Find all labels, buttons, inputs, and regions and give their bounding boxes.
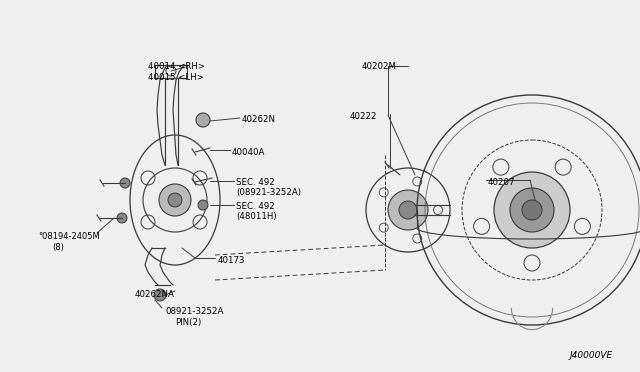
Circle shape: [524, 255, 540, 271]
Text: (48011H): (48011H): [236, 212, 276, 221]
Text: J40000VE: J40000VE: [570, 351, 613, 360]
Text: (08921-3252A): (08921-3252A): [236, 188, 301, 197]
Text: 40222: 40222: [350, 112, 378, 121]
Circle shape: [198, 200, 208, 210]
Circle shape: [388, 190, 428, 230]
Circle shape: [494, 172, 570, 248]
Circle shape: [493, 159, 509, 175]
Text: 08921-3252A: 08921-3252A: [165, 307, 223, 316]
Circle shape: [575, 218, 591, 234]
Text: 40207: 40207: [488, 178, 515, 187]
Text: 40014 <RH>: 40014 <RH>: [148, 62, 205, 71]
Circle shape: [168, 193, 182, 207]
Text: °08194-2405M: °08194-2405M: [38, 232, 100, 241]
Circle shape: [555, 159, 571, 175]
Circle shape: [120, 178, 130, 188]
Text: 40015 <LH>: 40015 <LH>: [148, 73, 204, 82]
Circle shape: [117, 213, 127, 223]
Text: SEC. 492: SEC. 492: [236, 202, 275, 211]
Text: PIN(2): PIN(2): [175, 318, 201, 327]
Text: (8): (8): [52, 243, 64, 252]
Text: 40262NA: 40262NA: [135, 290, 175, 299]
Circle shape: [522, 200, 542, 220]
Circle shape: [399, 201, 417, 219]
Circle shape: [510, 188, 554, 232]
Circle shape: [196, 113, 210, 127]
Text: 40202M: 40202M: [362, 62, 397, 71]
Circle shape: [154, 289, 166, 301]
Circle shape: [159, 184, 191, 216]
Text: SEC. 492: SEC. 492: [236, 178, 275, 187]
Text: 40262N: 40262N: [242, 115, 276, 124]
Circle shape: [474, 218, 490, 234]
Text: 40173: 40173: [218, 256, 246, 265]
Text: 40040A: 40040A: [232, 148, 266, 157]
